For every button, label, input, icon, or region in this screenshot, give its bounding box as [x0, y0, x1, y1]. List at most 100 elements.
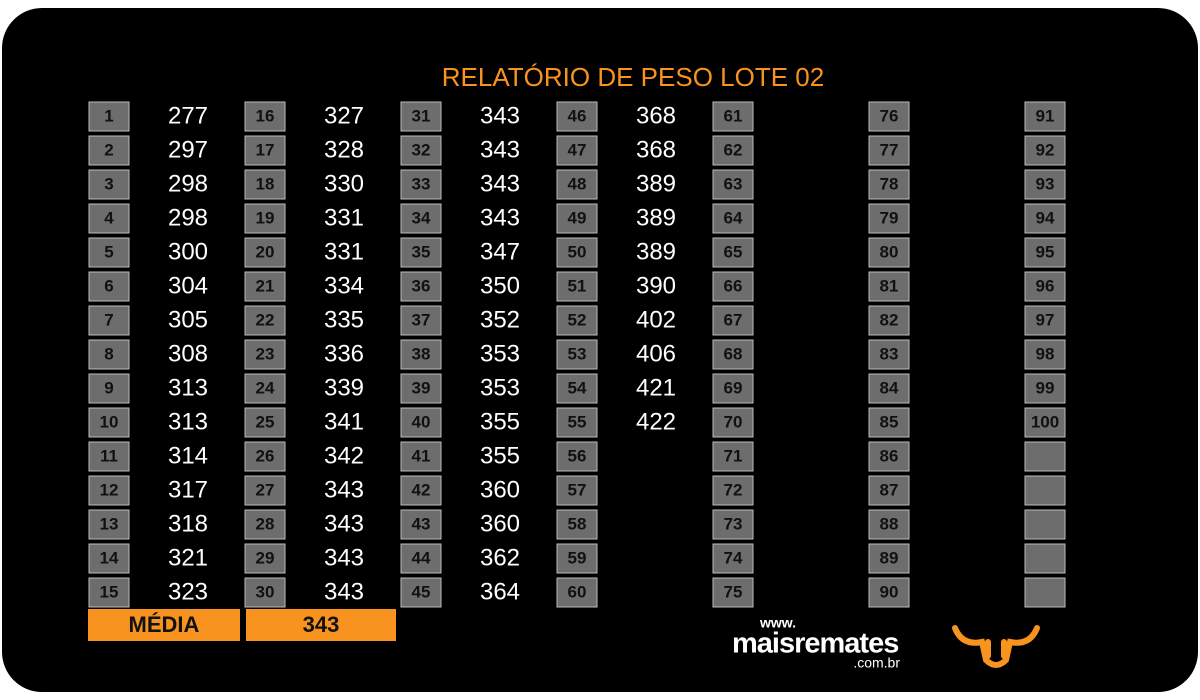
index-label: 97 — [1036, 310, 1055, 329]
logo-icon — [952, 625, 1040, 668]
index-label: 39 — [412, 378, 431, 397]
weight: 308 — [168, 340, 208, 367]
index-label: 87 — [880, 480, 899, 499]
weight: 389 — [636, 238, 676, 265]
index-box — [1024, 169, 1066, 200]
index-box — [88, 237, 130, 268]
index-box — [88, 509, 130, 540]
index-label: 51 — [568, 276, 587, 295]
index-box — [1024, 305, 1066, 336]
index-box — [712, 543, 754, 574]
index-box — [868, 373, 910, 404]
index-label: 20 — [256, 242, 275, 261]
index-box — [400, 475, 442, 506]
index-box — [868, 101, 910, 132]
index-box — [1024, 203, 1066, 234]
index-box — [868, 305, 910, 336]
index-label: 82 — [880, 310, 899, 329]
index-label: 77 — [880, 140, 899, 159]
index-box — [868, 169, 910, 200]
weight: 364 — [480, 578, 520, 605]
index-box — [712, 407, 754, 438]
index-box — [556, 475, 598, 506]
index-box — [556, 305, 598, 336]
index-label: 89 — [880, 548, 899, 567]
index-label: 59 — [568, 548, 587, 567]
weight: 313 — [168, 408, 208, 435]
index-label: 7 — [104, 310, 113, 329]
index-label: 43 — [412, 514, 431, 533]
weight: 422 — [636, 408, 676, 435]
index-box — [712, 169, 754, 200]
index-label: 86 — [880, 446, 899, 465]
index-label: 90 — [880, 582, 899, 601]
index-label: 6 — [104, 276, 113, 295]
weight: 321 — [168, 544, 208, 571]
index-box — [244, 101, 286, 132]
index-box — [400, 509, 442, 540]
weight: 341 — [324, 408, 364, 435]
index-label: 12 — [100, 480, 119, 499]
index-label: 16 — [256, 106, 275, 125]
index-label: 81 — [880, 276, 899, 295]
index-label: 84 — [880, 378, 899, 397]
index-label: 67 — [724, 310, 743, 329]
index-label: 65 — [724, 242, 743, 261]
index-box — [712, 203, 754, 234]
index-label: 63 — [724, 174, 743, 193]
index-box — [400, 271, 442, 302]
index-label: 13 — [100, 514, 119, 533]
index-box — [400, 407, 442, 438]
index-label: 35 — [412, 242, 431, 261]
index-label: 34 — [412, 208, 431, 227]
index-box — [868, 577, 910, 608]
index-label: 40 — [412, 412, 431, 431]
index-label: 3 — [104, 174, 113, 193]
index-label: 45 — [412, 582, 431, 601]
weight: 390 — [636, 272, 676, 299]
title: RELATÓRIO DE PESO LOTE 02 — [442, 62, 824, 92]
index-label: 11 — [100, 446, 118, 465]
index-label: 24 — [256, 378, 275, 397]
index-label: 33 — [412, 174, 431, 193]
index-box — [868, 237, 910, 268]
weight: 355 — [480, 442, 520, 469]
logo-name: maisremates — [732, 628, 898, 660]
index-box — [556, 577, 598, 608]
index-box — [88, 135, 130, 166]
index-box — [244, 475, 286, 506]
index-label: 31 — [412, 106, 431, 125]
index-label: 27 — [256, 480, 275, 499]
weight: 327 — [324, 102, 364, 129]
index-label: 19 — [256, 208, 275, 227]
weight: 331 — [324, 204, 364, 231]
index-label: 8 — [104, 344, 113, 363]
index-box — [556, 509, 598, 540]
index-box — [88, 475, 130, 506]
index-label: 94 — [1036, 208, 1055, 227]
index-box — [88, 101, 130, 132]
index-box — [556, 543, 598, 574]
index-label: 72 — [724, 480, 743, 499]
index-label: 21 — [256, 276, 275, 295]
index-label: 70 — [724, 412, 743, 431]
index-box — [244, 305, 286, 336]
index-label: 75 — [724, 582, 743, 601]
index-label: 30 — [256, 582, 275, 601]
weight: 389 — [636, 204, 676, 231]
weight: 334 — [324, 272, 364, 299]
index-label: 9 — [104, 378, 113, 397]
weight: 362 — [480, 544, 520, 571]
index-label: 2 — [104, 140, 113, 159]
index-label: 79 — [880, 208, 899, 227]
index-box — [712, 509, 754, 540]
index-label: 1 — [104, 106, 113, 125]
index-box — [244, 373, 286, 404]
weight: 318 — [168, 510, 208, 537]
index-box — [1024, 101, 1066, 132]
index-box — [868, 271, 910, 302]
index-box — [400, 305, 442, 336]
weight: 300 — [168, 238, 208, 265]
index-label: 14 — [100, 548, 119, 567]
index-box — [712, 339, 754, 370]
